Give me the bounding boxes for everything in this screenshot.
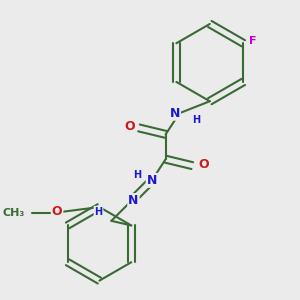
Text: O: O (198, 158, 209, 171)
Text: H: H (133, 170, 141, 180)
Text: N: N (147, 174, 157, 187)
Text: O: O (52, 205, 62, 218)
Text: H: H (192, 115, 200, 124)
Text: F: F (249, 36, 256, 46)
Text: N: N (170, 107, 180, 120)
Text: CH₃: CH₃ (3, 208, 25, 218)
Text: N: N (128, 194, 139, 207)
Text: O: O (124, 120, 135, 133)
Text: H: H (94, 207, 103, 217)
